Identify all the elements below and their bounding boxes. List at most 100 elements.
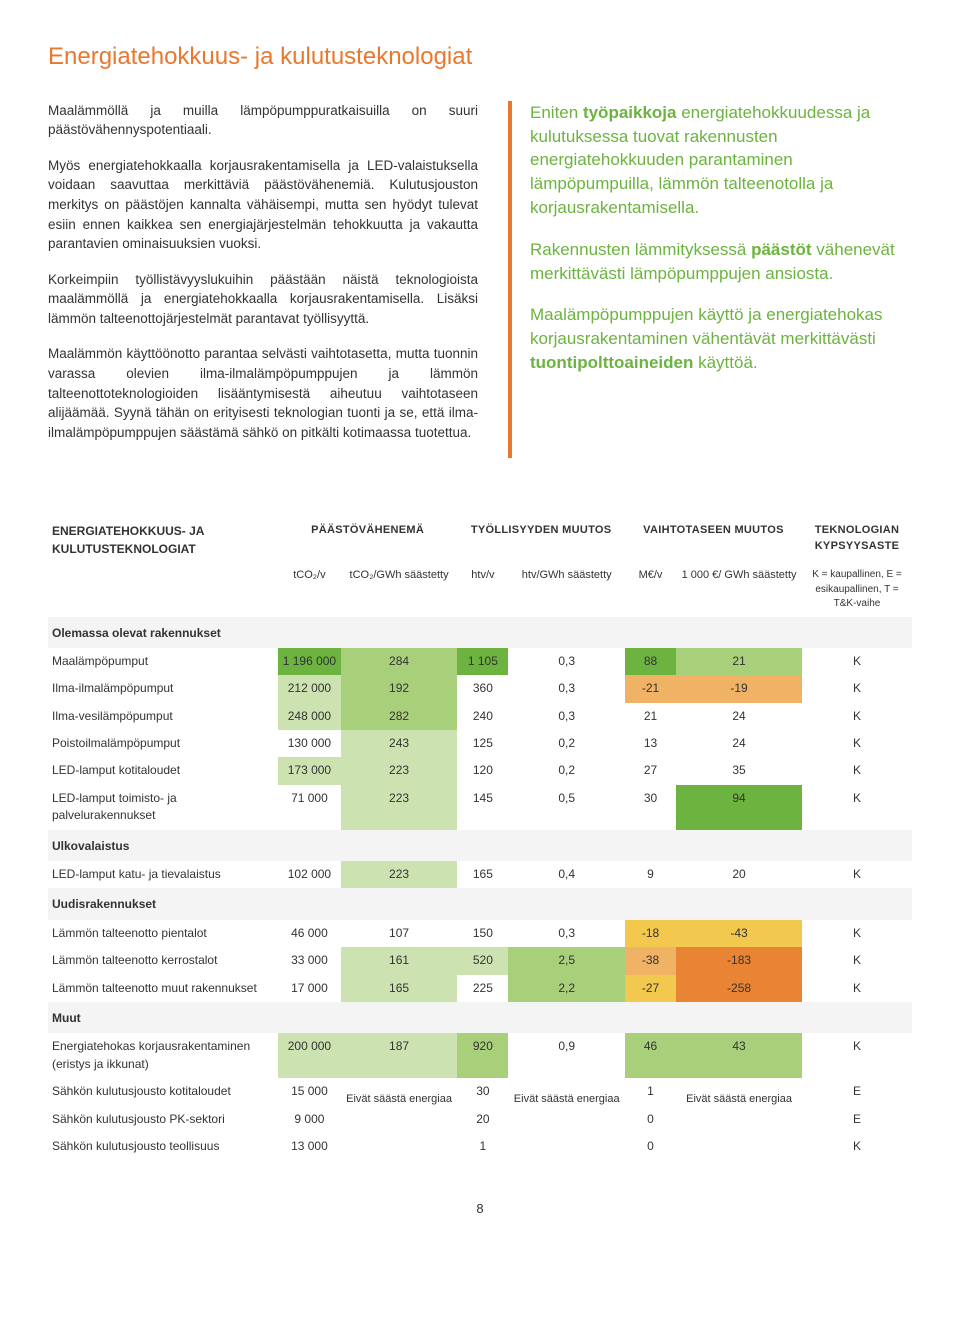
body-text: Maalämmöllä ja muilla lämpöpumppuratkais… bbox=[48, 101, 478, 458]
highlight-callout: Eniten työpaikkoja energiatehokkuudessa … bbox=[508, 101, 912, 458]
table-cell: 107 bbox=[341, 920, 457, 947]
table-cell: 0,3 bbox=[508, 920, 624, 947]
merged-note-cell: Eivät säästä energiaa bbox=[508, 1078, 624, 1160]
table-cell: -27 bbox=[625, 975, 676, 1002]
table-cell: 0 bbox=[625, 1106, 676, 1133]
table-cell: 173 000 bbox=[278, 757, 341, 784]
sub-7: K = kaupallinen, E = esikaupallinen, T =… bbox=[802, 563, 912, 617]
table-cell: E bbox=[802, 1106, 912, 1133]
table-cell: 282 bbox=[341, 703, 457, 730]
table-cell: 46 bbox=[625, 1033, 676, 1078]
table-cell: 0,3 bbox=[508, 648, 624, 675]
table-cell: 1 196 000 bbox=[278, 648, 341, 675]
table-cell: 9 bbox=[625, 861, 676, 888]
table-cell: 21 bbox=[625, 703, 676, 730]
row-label: Lämmön talteenotto muut rakennukset bbox=[48, 975, 278, 1002]
table-cell: 1 bbox=[457, 1133, 508, 1160]
table-cell: 24 bbox=[676, 703, 802, 730]
table-cell: 920 bbox=[457, 1033, 508, 1078]
table-cell: -18 bbox=[625, 920, 676, 947]
paragraph-1: Maalämmöllä ja muilla lämpöpumppuratkais… bbox=[48, 101, 478, 140]
table-cell: K bbox=[802, 920, 912, 947]
table-cell: -43 bbox=[676, 920, 802, 947]
table-section-row: Olemassa olevat rakennukset bbox=[48, 617, 912, 648]
table-cell: 520 bbox=[457, 947, 508, 974]
table-row: LED-lamput katu- ja tievalaistus102 000 2… bbox=[48, 861, 912, 888]
table-cell: 0,5 bbox=[508, 785, 624, 830]
table-cell: 13 bbox=[625, 730, 676, 757]
table-cell: 165 bbox=[341, 975, 457, 1002]
row-label: Ilma-vesilämpöpumput bbox=[48, 703, 278, 730]
sub-1: tCO₂/v bbox=[278, 563, 341, 617]
table-cell: K bbox=[802, 757, 912, 784]
paragraph-2: Myös energiatehokkaalla korjausrakentami… bbox=[48, 156, 478, 254]
table-cell: K bbox=[802, 703, 912, 730]
table-cell: 9 000 bbox=[278, 1106, 341, 1133]
table-cell: 71 000 bbox=[278, 785, 341, 830]
table-cell: 20 bbox=[676, 861, 802, 888]
table-cell: 20 bbox=[457, 1106, 508, 1133]
row-label: Ilma-ilmalämpöpumput bbox=[48, 675, 278, 702]
table-cell: 1 bbox=[625, 1078, 676, 1105]
row-label: Lämmön talteenotto pientalot bbox=[48, 920, 278, 947]
table-cell: 150 bbox=[457, 920, 508, 947]
table-cell: 161 bbox=[341, 947, 457, 974]
table-cell: 225 bbox=[457, 975, 508, 1002]
table-cell: -183 bbox=[676, 947, 802, 974]
row-label: LED-lamput kotitaloudet bbox=[48, 757, 278, 784]
page-title: Energiatehokkuus- ja kulutusteknologiat bbox=[48, 40, 912, 75]
col-main: ENERGIATEHOKKUUS- JA KULUTUSTEKNOLOGIAT bbox=[48, 518, 278, 563]
table-cell: 240 bbox=[457, 703, 508, 730]
table-cell: 30 bbox=[457, 1078, 508, 1105]
table-row: Sähkön kulutusjousto kotitaloudet15 000E… bbox=[48, 1078, 912, 1105]
table-cell: 2,5 bbox=[508, 947, 624, 974]
col-header-3: VAIHTOTASEEN MUUTOS bbox=[625, 518, 802, 563]
table-cell: K bbox=[802, 675, 912, 702]
table-cell: E bbox=[802, 1078, 912, 1105]
table-row: Energiatehokas korjausrakentaminen (eris… bbox=[48, 1033, 912, 1078]
table-section-row: Ulkovalaistus bbox=[48, 830, 912, 861]
table-cell: 0,4 bbox=[508, 861, 624, 888]
sub-4: htv/GWh säästetty bbox=[508, 563, 624, 617]
table-row: Maalämpöpumput1 196 0002841 1050,38821K bbox=[48, 648, 912, 675]
table-cell: 223 bbox=[341, 757, 457, 784]
table-cell: 35 bbox=[676, 757, 802, 784]
table-cell: 125 bbox=[457, 730, 508, 757]
table-section-row: Muut bbox=[48, 1002, 912, 1033]
table-cell: K bbox=[802, 785, 912, 830]
col-header-2: TYÖLLISYYDEN MUUTOS bbox=[457, 518, 625, 563]
table-row: Ilma-ilmalämpöpumput212 0001923600,3-21-… bbox=[48, 675, 912, 702]
table-cell: -19 bbox=[676, 675, 802, 702]
table-cell: 43 bbox=[676, 1033, 802, 1078]
col-header-4: TEKNOLOGIAN KYPSYYSASTE bbox=[802, 518, 912, 563]
table-cell: 1 105 bbox=[457, 648, 508, 675]
table-cell: 17 000 bbox=[278, 975, 341, 1002]
highlight-2: Rakennusten lämmityksessä päästöt vähene… bbox=[530, 238, 912, 286]
table-cell: K bbox=[802, 648, 912, 675]
paragraph-4: Maalämmön käyttöönotto parantaa selvästi… bbox=[48, 344, 478, 442]
table-cell: 102 000 bbox=[278, 861, 341, 888]
table-cell: 360 bbox=[457, 675, 508, 702]
row-label: LED-lamput toimisto- ja palvelurakennuks… bbox=[48, 785, 278, 830]
highlight-1: Eniten työpaikkoja energiatehokkuudessa … bbox=[530, 101, 912, 220]
row-label: Sähkön kulutusjousto PK-sektori bbox=[48, 1106, 278, 1133]
table-cell: 88 bbox=[625, 648, 676, 675]
table-cell: 200 000 bbox=[278, 1033, 341, 1078]
table-row: Lämmön talteenotto muut rakennukset17 00… bbox=[48, 975, 912, 1002]
table-cell: 0,3 bbox=[508, 675, 624, 702]
table-cell: K bbox=[802, 1033, 912, 1078]
table-row: Poistoilmalämpöpumput130 0002431250,2132… bbox=[48, 730, 912, 757]
table-cell: 0,3 bbox=[508, 703, 624, 730]
table-cell: 223 bbox=[341, 785, 457, 830]
table-cell: -258 bbox=[676, 975, 802, 1002]
table-cell: K bbox=[802, 975, 912, 1002]
table-section-row: Uudisrakennukset bbox=[48, 888, 912, 919]
row-label: Lämmön talteenotto kerrostalot bbox=[48, 947, 278, 974]
table-cell: K bbox=[802, 730, 912, 757]
row-label: LED-lamput katu- ja tievalaistus bbox=[48, 861, 278, 888]
row-label: Poistoilmalämpöpumput bbox=[48, 730, 278, 757]
row-label: Energiatehokas korjausrakentaminen (eris… bbox=[48, 1033, 278, 1078]
table-cell: 212 000 bbox=[278, 675, 341, 702]
paragraph-3: Korkeimpiin työllistävyyslukuihin päästä… bbox=[48, 270, 478, 329]
table-cell: 0,2 bbox=[508, 730, 624, 757]
